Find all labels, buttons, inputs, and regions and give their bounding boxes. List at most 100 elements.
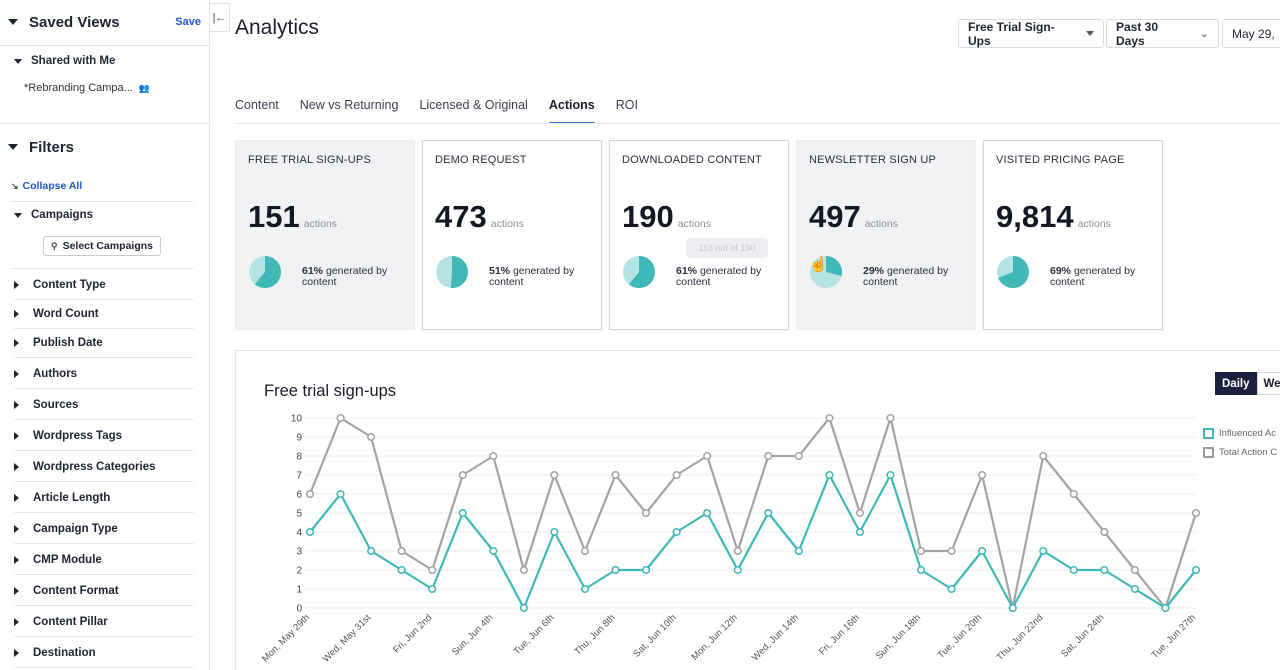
filter-article-length[interactable]: Article Length (14, 483, 194, 513)
data-point (825, 413, 834, 423)
filter-content-type[interactable]: Content Type (14, 270, 194, 300)
x-tick-label: Fri, Jun 16th (817, 612, 862, 657)
daily-button[interactable]: Daily (1215, 372, 1257, 395)
series-line-influenced (309, 473, 1197, 610)
data-point (550, 470, 559, 480)
card-desc-text: generated by content (863, 265, 949, 288)
x-tick-label: Tue, Jun 6th (512, 612, 557, 657)
select-campaigns-button[interactable]: ⚲ Select Campaigns (43, 236, 161, 256)
filter-wordpress-tags[interactable]: Wordpress Tags (14, 421, 194, 451)
date-range-select[interactable]: Past 30 Days ⌄ (1106, 19, 1219, 48)
filter-label: Sources (33, 398, 79, 411)
series-line-total (308, 416, 1198, 610)
card-unit: actions (864, 218, 899, 230)
filters-header[interactable]: Filters (8, 134, 201, 160)
data-point (336, 413, 345, 423)
filter-content-pillar[interactable]: Content Pillar (14, 607, 194, 637)
saved-views-header[interactable]: Saved Views Save (8, 9, 201, 35)
x-tick-label: Mon, Jun 12th (689, 612, 739, 662)
campaigns-label: Campaigns (31, 209, 93, 221)
data-point (1161, 603, 1170, 613)
saved-view-item[interactable]: *Rebranding Campa... 👥 (24, 82, 150, 94)
data-point (794, 451, 803, 461)
filter-publish-date[interactable]: Publish Date (14, 328, 194, 358)
data-point (703, 451, 712, 461)
card-percent: 29% (863, 265, 885, 277)
chevron-right-icon (14, 462, 19, 471)
filter-campaign-type[interactable]: Campaign Type (14, 514, 194, 544)
weekly-button[interactable]: We (1256, 372, 1280, 395)
y-tick-label: 8 (296, 452, 302, 463)
y-tick-label: 4 (296, 528, 302, 539)
hand-cursor-icon: ☝ (809, 256, 828, 273)
data-point (947, 584, 956, 594)
action-type-value: Free Trial Sign-Ups (968, 19, 1055, 48)
filter-sources[interactable]: Sources (14, 390, 194, 420)
legend-item-influenced[interactable]: Influenced Ac (1203, 424, 1277, 443)
filter-label: Word Count (33, 307, 99, 320)
tab-content[interactable]: Content (235, 98, 279, 112)
chart-panel (235, 350, 1280, 670)
data-point (1100, 565, 1109, 575)
metric-card[interactable]: NEWSLETTER SIGN UP 497 actions 29% generate… (796, 140, 976, 330)
tab-new-vs-returning[interactable]: New vs Returning (299, 98, 399, 112)
collapse-all-button[interactable]: ↘ Collapse All (11, 180, 82, 192)
filter-authors[interactable]: Authors (14, 359, 194, 389)
x-tick-label: Sat, Jun 10th (631, 612, 678, 659)
tab-licensed-original[interactable]: Licensed & Original (419, 98, 528, 112)
pie-slice-content (628, 256, 655, 288)
x-tick-label: Wed, Jun 14th (750, 612, 801, 663)
x-tick-label: Fri, Jun 2nd (391, 612, 434, 655)
data-point (611, 565, 620, 575)
filter-wordpress-categories[interactable]: Wordpress Categories (14, 452, 194, 482)
shared-with-me-toggle[interactable]: Shared with Me (14, 55, 115, 67)
filter-label: Publish Date (33, 336, 103, 349)
card-value-number: 497 (809, 199, 861, 234)
date-picker[interactable]: May 29, (1222, 19, 1280, 48)
card-title: VISITED PRICING PAGE (996, 154, 1125, 166)
y-tick-label: 7 (296, 471, 302, 482)
metric-card[interactable]: VISITED PRICING PAGE 9,814 actions 69% gene… (983, 140, 1163, 330)
action-type-select[interactable]: Free Trial Sign-Ups (958, 19, 1104, 48)
chart-title: Free trial sign-ups (264, 382, 397, 400)
collapse-sidebar-button[interactable]: |← (209, 3, 230, 32)
filter-label: Content Format (33, 584, 119, 597)
data-point (703, 508, 712, 518)
chevron-right-icon (14, 493, 19, 502)
pie-chart-icon (249, 256, 281, 288)
tab-roi[interactable]: ROI (615, 98, 638, 112)
filter-cmp-module[interactable]: CMP Module (14, 545, 194, 575)
filter-label: CMP Module (33, 553, 102, 566)
data-point (519, 565, 528, 575)
y-tick-label: 3 (296, 547, 302, 558)
date-range-value: Past 30 Days (1116, 19, 1159, 48)
data-point (1191, 565, 1201, 575)
legend-item-total[interactable]: Total Action C (1203, 443, 1277, 462)
save-view-link[interactable]: Save (175, 16, 201, 28)
data-point (1130, 584, 1139, 594)
data-point (1130, 565, 1139, 575)
filter-label: Wordpress Categories (33, 460, 156, 473)
filter-destination[interactable]: Destination (14, 638, 194, 668)
metric-card[interactable]: FREE TRIAL SIGN-UPS 151 actions 61% generat… (235, 140, 415, 330)
x-tick-label: Sat, Jun 24th (1059, 612, 1106, 659)
filter-word-count[interactable]: Word Count (14, 299, 194, 329)
data-point (642, 565, 651, 575)
y-tick-label: 1 (296, 585, 302, 596)
saved-views-title: Saved Views (29, 13, 120, 31)
card-unit: actions (1077, 218, 1111, 230)
pie-chart-icon (623, 256, 655, 288)
data-point (580, 584, 590, 594)
collapse-left-icon: |← (212, 11, 227, 24)
metric-card[interactable]: DEMO REQUEST 473 actions 51% generated by c… (422, 140, 602, 330)
pie-chart-icon (997, 256, 1029, 288)
filter-content-format[interactable]: Content Format (14, 576, 194, 606)
y-tick-label: 9 (296, 433, 302, 444)
filter-campaigns[interactable]: Campaigns (14, 209, 93, 221)
caret-down-icon (1086, 31, 1094, 36)
filter-label: Campaign Type (33, 522, 118, 535)
card-value-number: 9,814 (996, 199, 1074, 234)
metric-card[interactable]: DOWNLOADED CONTENT 190 actions 61% generate… (609, 140, 789, 330)
x-tick-label: Thu, Jun 8th (573, 612, 618, 657)
data-point (489, 546, 498, 556)
